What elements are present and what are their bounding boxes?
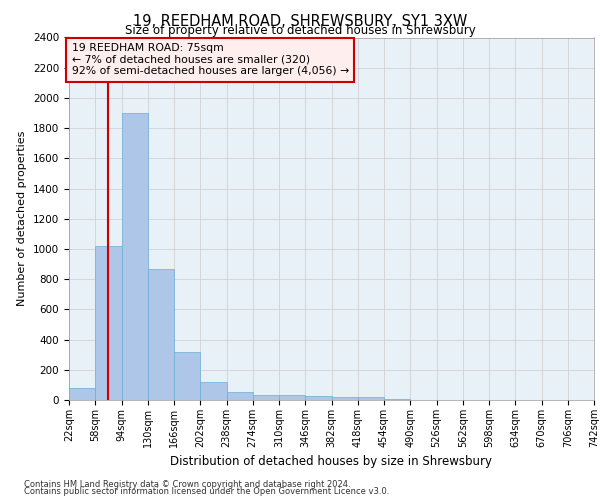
- Bar: [305, 396, 331, 400]
- Bar: [148, 268, 174, 400]
- Bar: [174, 352, 200, 400]
- Text: Contains HM Land Registry data © Crown copyright and database right 2024.: Contains HM Land Registry data © Crown c…: [24, 480, 350, 489]
- Text: 19 REEDHAM ROAD: 75sqm
← 7% of detached houses are smaller (320)
92% of semi-det: 19 REEDHAM ROAD: 75sqm ← 7% of detached …: [71, 43, 349, 76]
- Bar: [227, 392, 253, 400]
- Bar: [69, 388, 95, 400]
- Text: Contains public sector information licensed under the Open Government Licence v3: Contains public sector information licen…: [24, 487, 389, 496]
- Bar: [331, 397, 358, 400]
- Bar: [95, 246, 121, 400]
- Bar: [121, 113, 148, 400]
- Bar: [200, 382, 227, 400]
- Text: 19, REEDHAM ROAD, SHREWSBURY, SY1 3XW: 19, REEDHAM ROAD, SHREWSBURY, SY1 3XW: [133, 14, 467, 29]
- Bar: [358, 397, 384, 400]
- X-axis label: Distribution of detached houses by size in Shrewsbury: Distribution of detached houses by size …: [170, 456, 493, 468]
- Bar: [279, 396, 305, 400]
- Y-axis label: Number of detached properties: Number of detached properties: [17, 131, 28, 306]
- Bar: [384, 399, 410, 400]
- Bar: [253, 394, 279, 400]
- Text: Size of property relative to detached houses in Shrewsbury: Size of property relative to detached ho…: [125, 24, 475, 37]
